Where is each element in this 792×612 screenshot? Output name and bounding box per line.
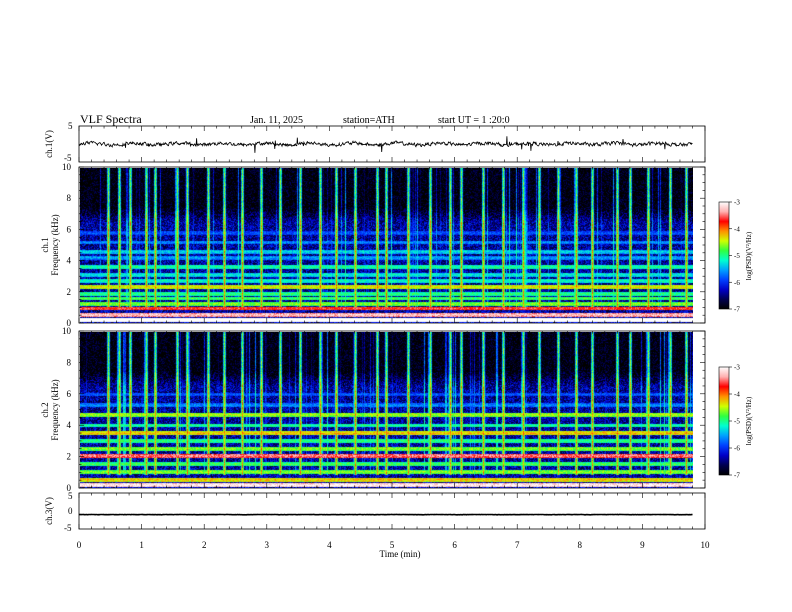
ch1-waveform-xticks (78, 126, 706, 162)
ch2-spectrogram-image (80, 332, 693, 488)
ch1-colorbar-ticks: -3 -4 -5 -6 -7 (729, 199, 740, 314)
time-axis-ticklabel: 5 (390, 540, 395, 550)
ch2-spectrogram-ylabel-channel: ch.2 (40, 402, 50, 417)
ch1-ytick-bottom: -5 (64, 153, 72, 163)
ch1-spec-yticklabel: 0 (67, 318, 72, 328)
ch1-spectrogram-ylabel-freq: Frequency (kHz) (50, 214, 60, 275)
ch3-waveform-panel: 5 0 -5 ch.3(V) 0 1 2 3 4 5 6 7 8 9 10 Time (min) (44, 491, 710, 559)
ch1-colorbar-ticklabel: -3 (734, 199, 740, 207)
ch2-colorbar-ticklabel: -3 (734, 364, 740, 372)
ch2-colorbar-ticklabel: -4 (734, 391, 740, 399)
ch1-waveform-panel: 5 -5 ch.1(V) (44, 121, 706, 163)
time-axis-ticklabel: 3 (265, 540, 270, 550)
ch1-ytick-top: 5 (68, 121, 73, 131)
ch3-waveform-xticks (78, 493, 706, 529)
ch2-spec-yticklabel: 0 (67, 483, 72, 493)
ch2-colorbar-ticklabel: -6 (734, 445, 740, 453)
time-axis-ticklabel: 6 (452, 540, 457, 550)
date-label: Jan. 11, 2025 (250, 115, 303, 126)
ch3-ytick-bottom: -5 (64, 523, 72, 533)
ch1-colorbar-label: log(PSD)(V²/Hz) (745, 231, 753, 280)
time-axis-label: Time (min) (380, 549, 421, 559)
ch3-waveform-frame (78, 492, 706, 530)
ch3-ytick-mid: 0 (68, 506, 73, 516)
ch1-spec-yticklabel: 4 (67, 256, 72, 266)
ch1-colorbar-ticklabel: -7 (734, 306, 740, 314)
time-axis-ticklabel: 10 (701, 540, 711, 550)
ch3-waveform-ylabel: ch.3(V) (44, 497, 54, 525)
ch1-spectrogram-ticks: 0 2 4 6 8 10 (62, 162, 706, 328)
ch2-colorbar-ticklabel: -7 (734, 472, 740, 480)
ch1-colorbar-ticklabel: -5 (734, 252, 740, 260)
time-axis-ticklabels: 0 1 2 3 4 5 6 7 8 9 10 (77, 540, 710, 550)
ch3-ytick-top: 5 (68, 491, 73, 501)
time-axis-ticklabel: 4 (327, 540, 332, 550)
ch2-colorbar-ticklabel: -5 (734, 418, 740, 426)
time-axis-ticklabel: 9 (640, 540, 645, 550)
ch2-spec-yticklabel: 2 (67, 452, 72, 462)
ch1-colorbar: -3 -4 -5 -6 -7 log(PSD)(V²/Hz) (718, 199, 753, 314)
ch2-spectrogram-panel: 0 2 4 6 8 10 ch.2 Frequency (kHz) (40, 326, 706, 493)
ch1-waveform-line (78, 136, 693, 153)
ch1-spec-yticklabel: 6 (67, 224, 72, 234)
time-axis-ticklabel: 0 (77, 540, 82, 550)
ch1-colorbar-ticklabel: -4 (734, 225, 740, 233)
ch1-spec-yticklabel: 10 (62, 162, 72, 172)
ch1-spectrogram-image (80, 168, 693, 323)
ch2-spectrogram-ylabel-freq: Frequency (kHz) (50, 379, 60, 440)
ch2-colorbar: -3 -4 -5 -6 -7 log(PSD)(V²/Hz) (718, 364, 753, 480)
time-axis-ticklabel: 2 (202, 540, 207, 550)
station-label: station=ATH (343, 115, 395, 126)
ch1-waveform-ylabel: ch.1(V) (44, 130, 54, 158)
time-axis-ticklabel: 7 (515, 540, 520, 550)
ch1-spec-yticklabel: 8 (67, 193, 72, 203)
ch2-colorbar-label: log(PSD)(V²/Hz) (745, 396, 753, 445)
figure-title: VLF Spectra (80, 112, 142, 126)
ch2-colorbar-gradient (718, 366, 730, 476)
time-axis-ticklabel: 8 (578, 540, 583, 550)
ch1-spectrogram-ylabel-channel: ch.1 (40, 237, 50, 252)
start-time-label: start UT = 1 :20:0 (438, 115, 510, 126)
ch2-spec-yticklabel: 10 (62, 326, 72, 336)
ch1-colorbar-gradient (718, 201, 730, 310)
ch2-spec-yticklabel: 6 (67, 389, 72, 399)
ch2-spec-yticklabel: 4 (67, 420, 72, 430)
ch2-spectrogram-ticks: 0 2 4 6 8 10 (62, 326, 706, 493)
time-axis-ticklabel: 1 (139, 540, 144, 550)
ch1-colorbar-ticklabel: -6 (734, 279, 740, 287)
ch2-colorbar-ticks: -3 -4 -5 -6 -7 (729, 364, 740, 480)
ch1-spectrogram-panel: 0 2 4 6 8 10 ch.1 Frequency (kHz) (40, 162, 706, 328)
ch2-spec-yticklabel: 8 (67, 357, 72, 367)
ch1-spec-yticklabel: 2 (67, 287, 72, 297)
